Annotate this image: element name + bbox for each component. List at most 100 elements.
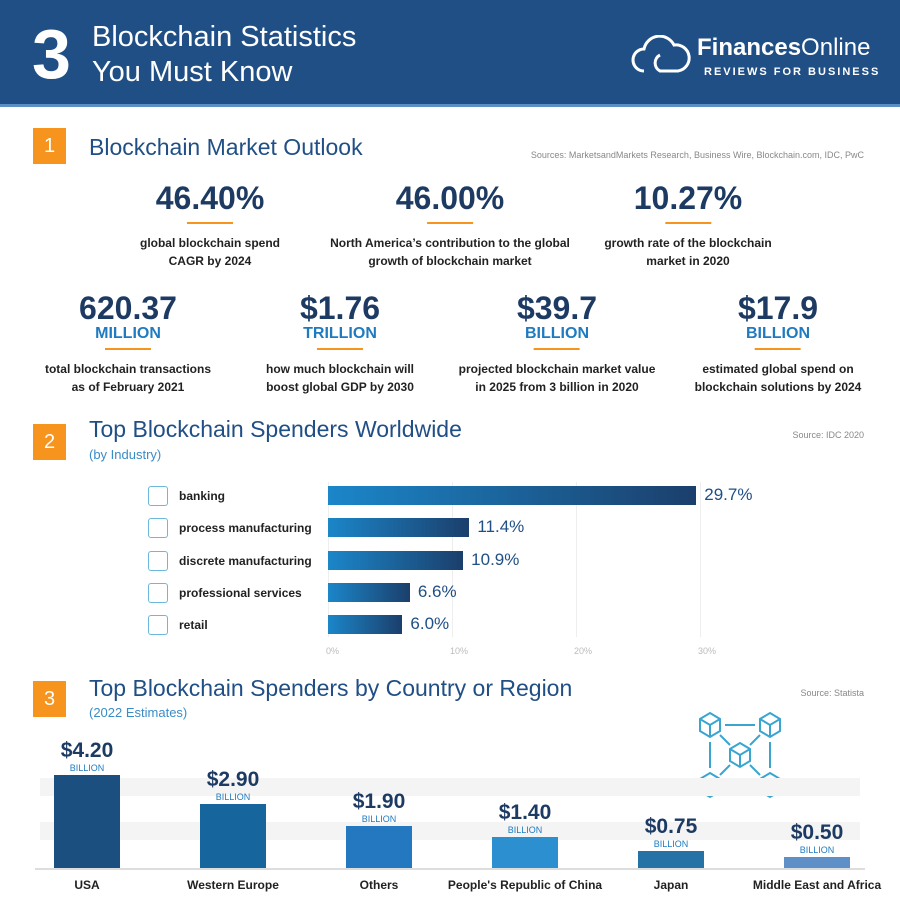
stat-underline: [187, 222, 233, 224]
stat-description: boost global GDP by 2030: [266, 380, 414, 394]
section-source: Sources: MarketsandMarkets Research, Bus…: [530, 150, 864, 160]
bar: [328, 550, 464, 570]
category-label: Western Europe: [187, 878, 279, 892]
section-subtitle: (by Industry): [89, 447, 162, 462]
x-tick-label: 20%: [574, 646, 593, 656]
category-label: discrete manufacturing: [179, 553, 312, 568]
stat-card: 10.27% growth rate of the blockchain marke…: [604, 180, 771, 270]
x-tick-label: 30%: [698, 646, 717, 656]
category-label: process manufacturing: [179, 521, 312, 536]
data-label: $0.50: [790, 820, 844, 844]
data-label: 6.0%: [410, 614, 450, 634]
bar: [784, 856, 850, 868]
stat-unit: TRILLION: [303, 325, 377, 342]
gridline: [700, 482, 701, 637]
stat-unit: MILLION: [95, 325, 161, 342]
stat-description: growth of blockchain market: [368, 254, 532, 268]
x-tick-label: 10%: [450, 646, 469, 656]
stat-description: in 2025 from 3 billion in 2020: [475, 380, 639, 394]
stat-description: how much blockchain will: [265, 362, 415, 376]
stat-value: 10.27%: [633, 180, 743, 216]
stat-description: growth rate of the blockchain: [604, 236, 772, 250]
data-label: 6.6%: [417, 581, 457, 601]
unit-label: BILLION: [653, 839, 689, 850]
stat-value: $1.76: [299, 290, 381, 326]
grid-band: [40, 778, 860, 796]
stat-description: total blockchain transactions: [44, 362, 212, 376]
bar: [328, 615, 403, 635]
bank-icon: [148, 486, 168, 506]
stat-description: market in 2020: [646, 254, 730, 268]
bar: [346, 825, 412, 868]
baseline: [35, 868, 865, 870]
stat-underline: [664, 222, 711, 224]
section-title: Top Blockchain Spenders by Country or Re…: [89, 675, 573, 701]
stat-description: CAGR by 2024: [168, 254, 252, 268]
category-label: professional services: [179, 585, 302, 600]
bar: [200, 803, 266, 868]
stat-underline: [317, 348, 363, 350]
header-number: 3: [32, 15, 71, 93]
stat-value: $17.9: [737, 290, 819, 326]
page-title-line2: You Must Know: [92, 56, 293, 88]
brand-tagline: REVIEWS FOR BUSINESS: [704, 66, 881, 78]
stat-underline: [534, 348, 580, 350]
bar: [328, 486, 697, 505]
data-label: $4.20: [60, 738, 114, 762]
stat-card: $17.9 BILLION estimated global spend on blo…: [695, 290, 862, 396]
stat-description: projected blockchain market value: [458, 362, 656, 376]
cloud-logo-icon: [631, 35, 691, 73]
stat-underline: [755, 348, 801, 350]
page-title-line1: Blockchain Statistics: [92, 21, 357, 53]
stat-unit: BILLION: [525, 325, 589, 342]
stat-value: 46.40%: [155, 180, 265, 216]
brand-name-bold: Finances: [697, 34, 802, 61]
section-source: Source: Statista: [800, 688, 864, 698]
data-label: 10.9%: [471, 549, 520, 569]
stat-underline: [426, 222, 473, 224]
stat-card: $39.7 BILLION projected blockchain market …: [459, 290, 656, 396]
category-label: Middle East and Africa: [752, 878, 882, 892]
grid-band: [40, 822, 860, 840]
category-label: banking: [179, 489, 226, 503]
brand-name-light: Online: [801, 34, 871, 61]
section-title: Blockchain Market Outlook: [89, 134, 363, 160]
unit-label: BILLION: [361, 813, 397, 824]
stat-description: as of February 2021: [71, 380, 185, 394]
robot-arm-icon: [148, 550, 168, 571]
section-badge: 2: [33, 424, 66, 460]
section-subtitle: (2022 Estimates): [89, 705, 188, 720]
stat-value: 46.00%: [395, 180, 505, 216]
section-badge: 1: [33, 128, 66, 164]
bar: [638, 851, 704, 868]
category-label: retail: [179, 618, 208, 633]
category-label: USA: [74, 878, 100, 892]
section-badge: 3: [33, 681, 66, 717]
unit-label: BILLION: [507, 824, 543, 835]
stat-card: 46.00% North America’s contribution to th…: [330, 180, 570, 270]
x-tick-label: 0%: [326, 646, 340, 656]
unit-label: BILLION: [215, 791, 251, 802]
brand-logo: FinancesOnline: [697, 34, 870, 62]
stat-unit: BILLION: [746, 325, 810, 342]
header-banner: [0, 0, 900, 107]
data-label: $0.75: [644, 815, 698, 839]
bar: [54, 774, 120, 868]
data-label: 29.7%: [704, 485, 753, 504]
unit-label: BILLION: [799, 844, 835, 855]
stat-card: $1.76 TRILLION how much blockchain will boo…: [266, 290, 414, 396]
monitor-icon: [148, 615, 168, 636]
data-label: $1.40: [498, 800, 552, 824]
factory-icon: [148, 518, 168, 539]
data-label: $2.90: [206, 767, 260, 791]
stat-value: 620.37: [79, 290, 177, 326]
section-title: Top Blockchain Spenders Worldwide: [89, 416, 462, 442]
data-label: 11.4%: [477, 517, 525, 537]
stat-underline: [104, 348, 151, 350]
section-source: Source: IDC 2020: [792, 430, 864, 440]
bar: [328, 518, 470, 538]
bar: [328, 582, 410, 602]
stat-description: blockchain solutions by 2024: [694, 380, 862, 394]
stat-card: 620.37 MILLION total blockchain transactio…: [45, 290, 211, 396]
gears-icon: [148, 582, 168, 603]
